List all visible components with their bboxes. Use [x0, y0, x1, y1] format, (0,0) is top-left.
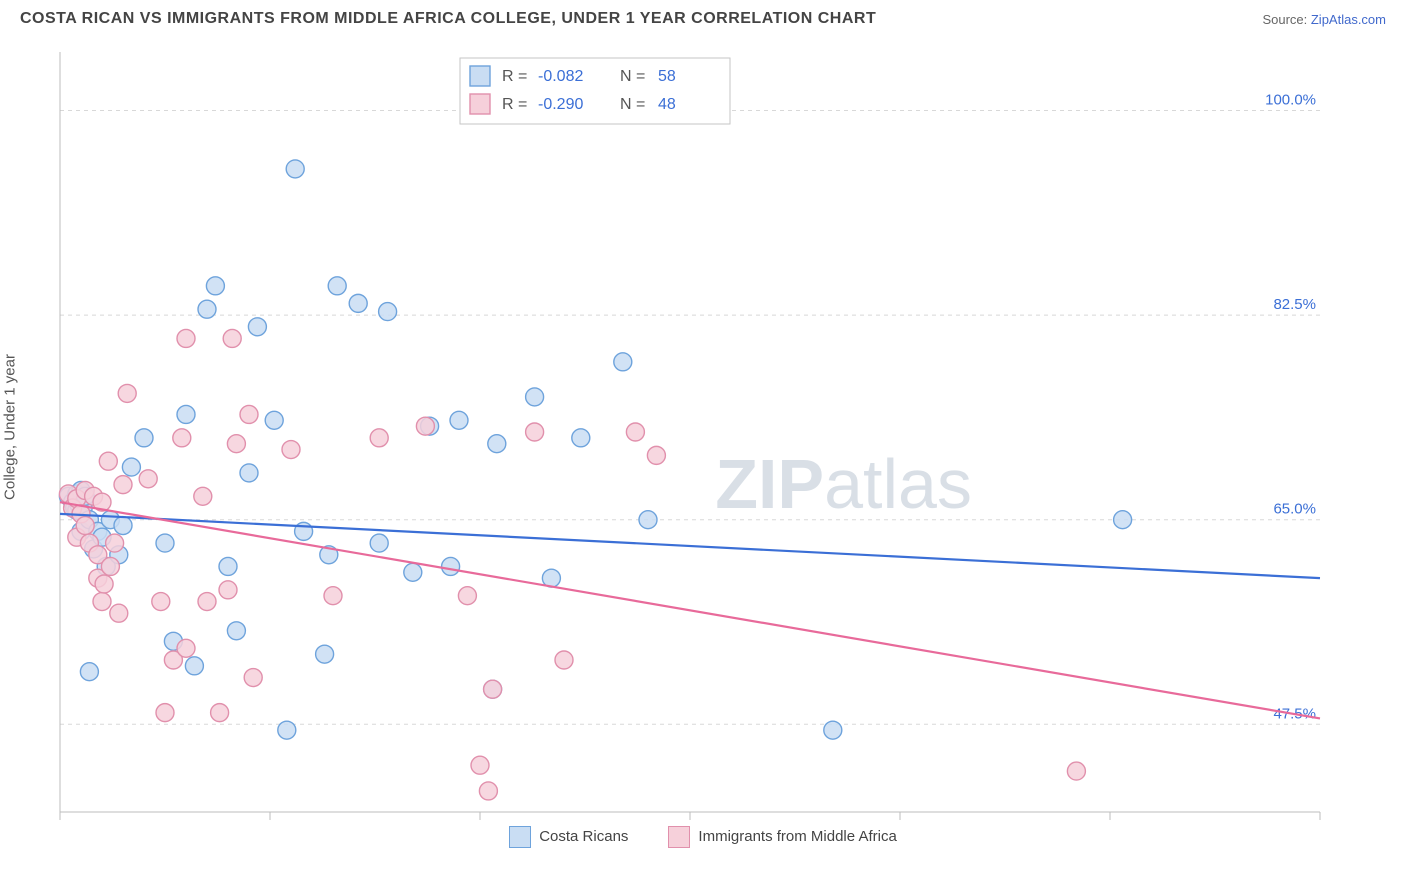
- legend-swatch-icon: [668, 826, 690, 848]
- svg-text:100.0%: 100.0%: [1265, 91, 1316, 108]
- svg-text:R =: R =: [502, 68, 527, 85]
- source-label: Source: ZipAtlas.com: [1262, 12, 1386, 27]
- svg-text:-0.082: -0.082: [538, 68, 583, 85]
- legend: Costa Ricans Immigrants from Middle Afri…: [0, 826, 1406, 848]
- chart-container: College, Under 1 year 47.5%65.0%82.5%100…: [20, 32, 1386, 822]
- svg-text:N =: N =: [620, 96, 645, 113]
- svg-text:48: 48: [658, 96, 676, 113]
- svg-text:N =: N =: [620, 68, 645, 85]
- svg-text:-0.290: -0.290: [538, 96, 583, 113]
- legend-item-middle-africa: Immigrants from Middle Africa: [668, 826, 896, 848]
- svg-text:30.0%: 30.0%: [1277, 821, 1320, 822]
- svg-text:65.0%: 65.0%: [1273, 501, 1316, 518]
- svg-text:58: 58: [658, 68, 676, 85]
- svg-text:0.0%: 0.0%: [60, 821, 94, 822]
- legend-item-costa-ricans: Costa Ricans: [509, 826, 628, 848]
- source-link[interactable]: ZipAtlas.com: [1311, 12, 1386, 27]
- svg-text:82.5%: 82.5%: [1273, 296, 1316, 313]
- chart-title: COSTA RICAN VS IMMIGRANTS FROM MIDDLE AF…: [20, 10, 876, 28]
- chart-header: COSTA RICAN VS IMMIGRANTS FROM MIDDLE AF…: [0, 0, 1406, 32]
- svg-text:R =: R =: [502, 96, 527, 113]
- svg-text:ZIPatlas: ZIPatlas: [715, 445, 972, 523]
- legend-swatch-icon: [509, 826, 531, 848]
- scatter-chart: 47.5%65.0%82.5%100.0%0.0%30.0%ZIPatlasR …: [20, 32, 1340, 822]
- y-axis-label: College, Under 1 year: [2, 354, 19, 500]
